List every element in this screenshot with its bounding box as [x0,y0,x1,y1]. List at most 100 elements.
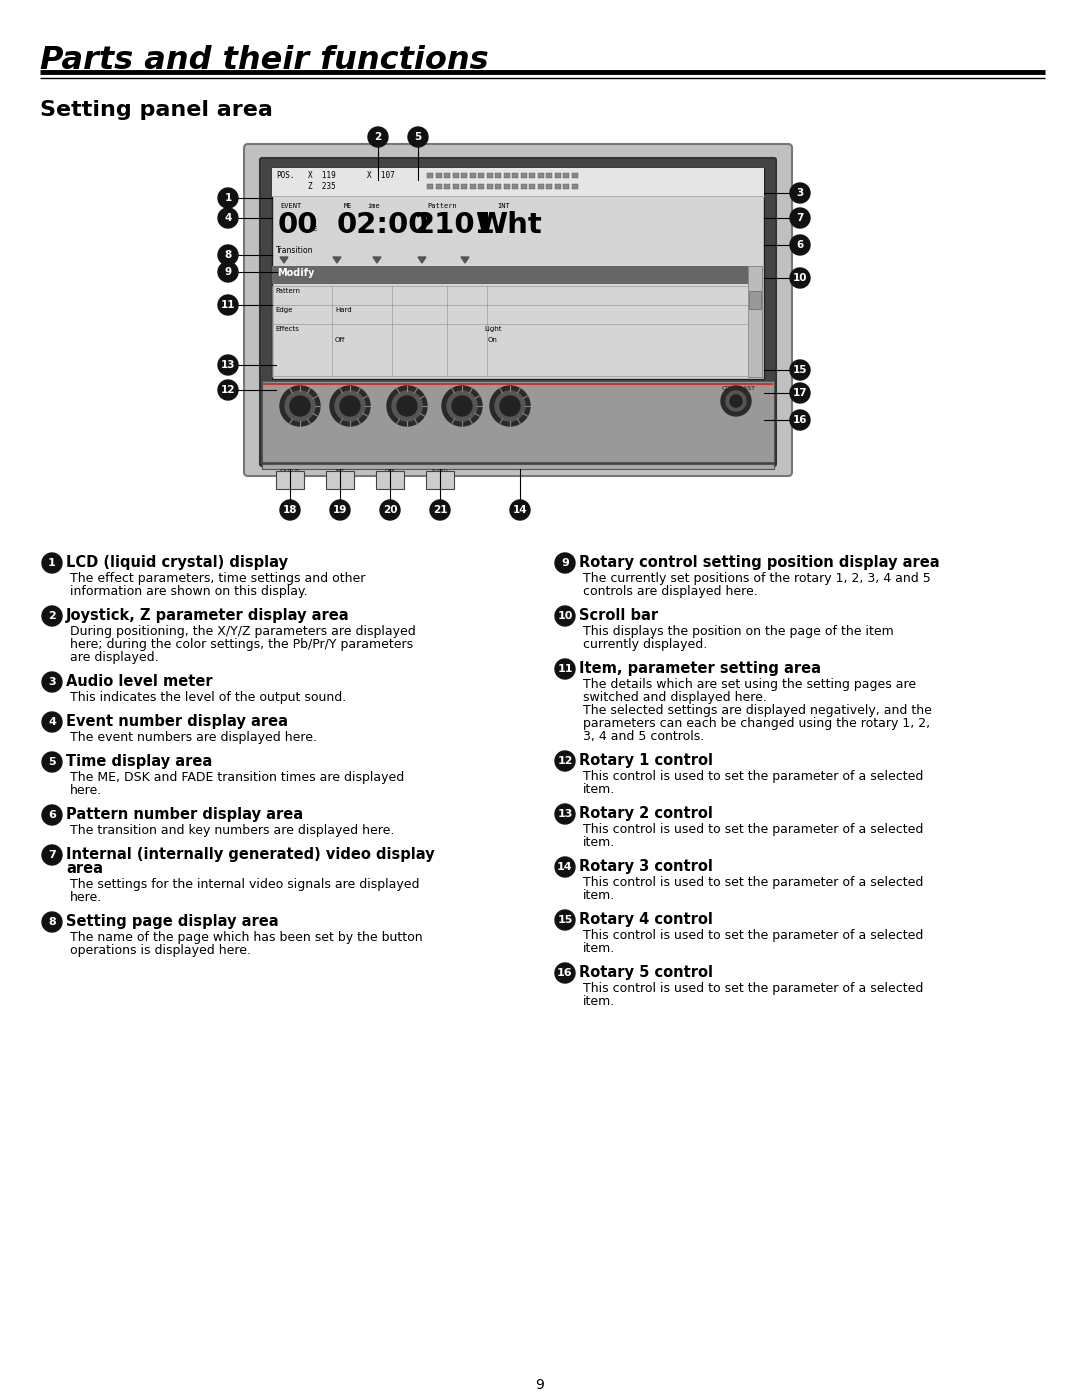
Text: Parts and their functions: Parts and their functions [40,45,488,76]
Text: Z  235: Z 235 [308,182,336,192]
Text: operations is displayed here.: operations is displayed here. [70,944,251,957]
Text: 11: 11 [220,299,235,311]
Bar [444,185,450,189]
Bar [461,185,467,189]
Circle shape [555,606,575,625]
Text: 8: 8 [49,916,56,928]
Circle shape [387,386,427,427]
Text: On: On [488,337,498,343]
Circle shape [490,386,530,427]
Text: 17: 17 [793,388,808,397]
Text: Setting panel area: Setting panel area [40,99,273,120]
Text: This control is used to set the parameter of a selected: This control is used to set the paramete… [583,929,923,942]
Text: Rotary 5 control: Rotary 5 control [579,965,713,981]
Text: 3: 3 [49,677,56,687]
Text: Off: Off [335,337,346,343]
Circle shape [42,672,62,693]
Text: 11: 11 [557,665,572,674]
Text: Joystick, Z parameter display area: Joystick, Z parameter display area [66,609,350,623]
Circle shape [42,804,62,825]
Text: 13: 13 [557,809,572,818]
Text: F: F [400,227,404,232]
Text: This control is used to set the parameter of a selected: This control is used to set the paramete… [583,982,923,995]
Circle shape [42,606,62,625]
Circle shape [789,269,810,288]
Text: SET UP: SET UP [281,469,299,474]
Circle shape [380,499,400,520]
Text: 3: 3 [796,187,804,199]
Text: 02:00: 02:00 [337,211,430,239]
Circle shape [291,396,310,416]
Text: 21: 21 [433,505,447,515]
Circle shape [218,208,238,228]
Text: 9: 9 [225,267,231,277]
Circle shape [330,386,370,427]
Text: 16: 16 [793,416,807,425]
Polygon shape [461,257,469,263]
Text: 16: 16 [557,968,572,978]
Circle shape [495,390,525,421]
Text: Rotary 2 control: Rotary 2 control [579,806,713,821]
Circle shape [555,553,575,574]
Text: Light: Light [484,326,501,332]
Circle shape [789,383,810,403]
Bar [546,173,552,178]
Text: 8: 8 [225,250,231,260]
Text: Modify: Modify [276,269,314,278]
Text: X  119: X 119 [308,171,336,180]
Circle shape [442,386,482,427]
Circle shape [218,381,238,400]
Text: here.: here. [70,783,103,797]
Circle shape [280,386,320,427]
Text: POS.: POS. [276,171,295,180]
Text: 3, 4 and 5 controls.: 3, 4 and 5 controls. [583,730,704,743]
Text: 7: 7 [796,213,804,222]
Text: switched and displayed here.: switched and displayed here. [583,691,767,704]
Text: The currently set positions of the rotary 1, 2, 3, 4 and 5: The currently set positions of the rotar… [583,572,931,585]
Bar [376,471,404,490]
Text: 4: 4 [225,213,232,222]
Text: 13: 13 [220,360,235,369]
Text: The event numbers are displayed here.: The event numbers are displayed here. [70,732,318,744]
Circle shape [42,553,62,574]
Text: X  107: X 107 [367,171,395,180]
Text: item.: item. [583,942,616,956]
Bar [478,185,484,189]
Text: This control is used to set the parameter of a selected: This control is used to set the paramete… [583,769,923,783]
Circle shape [218,295,238,315]
Text: 15: 15 [793,365,807,375]
Text: This control is used to set the parameter of a selected: This control is used to set the paramete… [583,876,923,888]
Bar [529,185,535,189]
Text: This indicates the level of the output sound.: This indicates the level of the output s… [70,691,347,704]
Circle shape [408,127,428,147]
Bar [521,185,527,189]
Text: controls are displayed here.: controls are displayed here. [583,585,758,597]
Text: item.: item. [583,888,616,902]
Circle shape [340,396,360,416]
Text: 20: 20 [382,505,397,515]
Text: currently displayed.: currently displayed. [583,638,707,651]
Text: Rotary 1 control: Rotary 1 control [579,753,713,768]
Bar [748,266,762,376]
Bar [272,266,748,284]
Text: FADE: FADE [383,476,397,480]
Circle shape [453,396,472,416]
Circle shape [218,355,238,375]
Bar [453,173,459,178]
Text: 12: 12 [220,385,235,395]
Bar [427,173,433,178]
Circle shape [368,127,388,147]
Text: 15: 15 [557,915,572,925]
Bar [554,185,561,189]
Circle shape [218,187,238,208]
Text: 9: 9 [536,1378,544,1392]
Bar [529,173,535,178]
Bar [521,173,527,178]
Text: item.: item. [583,995,616,1009]
Bar [262,464,774,469]
Circle shape [555,804,575,824]
Text: Internal (internally generated) video display: Internal (internally generated) video di… [66,846,434,862]
Text: Item, parameter setting area: Item, parameter setting area [579,660,821,676]
Bar [495,185,501,189]
Text: The name of the page which has been set by the button: The name of the page which has been set … [70,930,422,944]
